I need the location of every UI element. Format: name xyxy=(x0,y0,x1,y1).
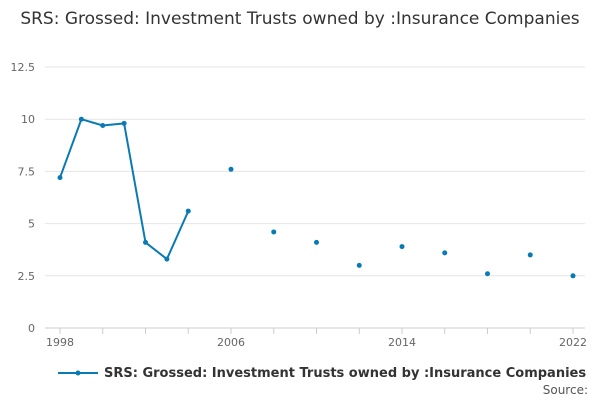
data-point xyxy=(442,250,448,256)
data-point xyxy=(185,208,191,214)
source-label: Source: xyxy=(542,383,588,397)
data-point xyxy=(100,122,106,128)
data-point xyxy=(314,239,319,245)
y-tick-label: 7.5 xyxy=(18,165,36,178)
data-point xyxy=(121,120,127,126)
data-point xyxy=(164,256,170,262)
data-point xyxy=(143,239,148,245)
data-point xyxy=(78,116,84,122)
y-tick-label: 2.5 xyxy=(18,270,36,283)
x-tick-label: 1998 xyxy=(46,336,74,349)
data-point xyxy=(356,262,362,268)
x-tick-label: 2022 xyxy=(559,336,587,349)
series-points xyxy=(57,116,576,279)
legend-swatch-icon xyxy=(58,370,98,376)
y-axis: 0 2.5 5 7.5 10 12.5 xyxy=(11,61,36,335)
y-tick-label: 12.5 xyxy=(11,61,36,74)
x-tick-label: 2014 xyxy=(388,336,416,349)
grid-lines xyxy=(45,66,585,277)
y-tick-label: 10 xyxy=(21,113,35,126)
y-tick-label: 0 xyxy=(28,322,35,335)
data-point xyxy=(527,252,533,258)
data-point xyxy=(485,271,490,277)
data-point xyxy=(228,166,234,172)
series-lines xyxy=(59,118,190,261)
data-point xyxy=(57,175,63,181)
series-line xyxy=(59,118,190,261)
legend[interactable]: SRS: Grossed: Investment Trusts owned by… xyxy=(58,365,586,381)
chart-title: SRS: Grossed: Investment Trusts owned by… xyxy=(20,9,580,29)
y-tick-label: 5 xyxy=(28,218,35,231)
data-point xyxy=(399,244,405,250)
x-tick-label: 2006 xyxy=(217,336,245,349)
data-point xyxy=(271,229,277,235)
data-point xyxy=(570,273,576,279)
x-axis: 1998 2006 2014 2022 xyxy=(45,327,587,349)
legend-label: SRS: Grossed: Investment Trusts owned by… xyxy=(104,365,587,381)
